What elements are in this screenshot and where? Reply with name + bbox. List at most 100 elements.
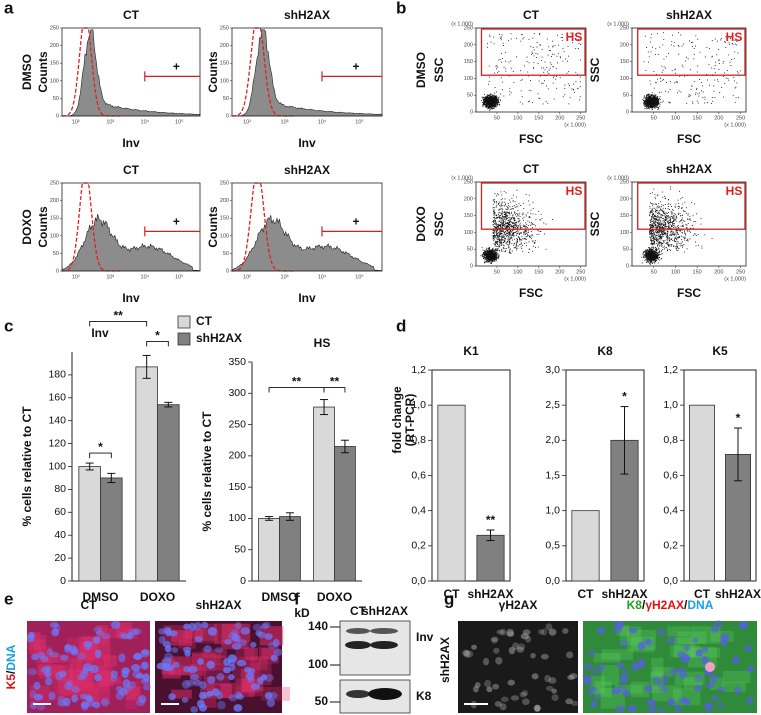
event <box>564 58 566 60</box>
event <box>492 98 494 100</box>
event <box>737 71 738 73</box>
event <box>504 241 505 243</box>
event <box>680 34 682 36</box>
event <box>500 213 502 215</box>
event <box>519 232 521 234</box>
event <box>508 245 510 247</box>
event <box>556 55 558 57</box>
event <box>721 86 723 88</box>
event <box>483 99 485 101</box>
event <box>653 104 655 106</box>
event <box>704 56 706 58</box>
event <box>649 260 651 262</box>
event <box>497 235 499 237</box>
event <box>512 214 514 216</box>
event <box>491 96 493 98</box>
y-axis-label: Counts <box>206 51 220 93</box>
event <box>718 63 720 64</box>
event <box>509 223 511 225</box>
event <box>516 242 518 244</box>
event <box>508 229 510 231</box>
event <box>490 95 492 97</box>
event <box>651 251 652 253</box>
event <box>516 240 518 242</box>
event <box>523 208 525 210</box>
event <box>525 245 527 247</box>
event <box>686 230 688 232</box>
event <box>517 247 519 249</box>
event <box>564 87 566 89</box>
event <box>508 232 509 233</box>
event <box>519 238 521 240</box>
event <box>650 37 652 39</box>
event <box>484 251 486 253</box>
event <box>650 83 652 85</box>
event <box>507 244 509 246</box>
event <box>557 44 559 46</box>
event <box>494 193 496 194</box>
event <box>512 227 514 229</box>
event <box>652 253 654 255</box>
event <box>489 106 491 108</box>
event <box>652 257 654 259</box>
event <box>564 84 566 86</box>
event <box>647 103 649 104</box>
event <box>496 227 497 228</box>
event <box>649 103 651 105</box>
event <box>526 223 528 225</box>
event <box>695 92 697 94</box>
event <box>676 233 678 235</box>
event <box>651 260 653 262</box>
event <box>486 253 488 255</box>
event <box>523 225 525 227</box>
event <box>525 230 527 232</box>
event <box>495 241 497 243</box>
event <box>541 48 543 50</box>
event <box>646 255 648 257</box>
event <box>546 38 548 40</box>
event <box>536 234 538 236</box>
event <box>656 258 657 260</box>
event <box>489 255 491 257</box>
event <box>522 218 524 220</box>
event <box>495 101 497 103</box>
x-tick-label: 10⁵ <box>355 118 363 125</box>
event <box>684 232 686 234</box>
event <box>497 72 498 74</box>
event <box>658 103 660 105</box>
event <box>648 107 650 108</box>
event <box>507 238 509 240</box>
event <box>490 105 492 107</box>
event <box>521 96 523 98</box>
event <box>514 211 516 213</box>
event <box>487 107 489 108</box>
event <box>657 241 659 243</box>
panel-label: c <box>4 316 13 335</box>
event <box>655 105 657 107</box>
event <box>522 250 524 252</box>
event <box>497 99 499 101</box>
event <box>647 101 649 103</box>
event <box>502 220 504 222</box>
event <box>489 254 491 256</box>
event <box>504 204 506 206</box>
event <box>654 93 656 95</box>
event <box>647 97 648 99</box>
event <box>498 235 500 237</box>
axis-scale: (x 1,000) <box>564 122 586 128</box>
event <box>535 225 536 227</box>
event <box>529 100 530 102</box>
event <box>663 79 665 81</box>
x-tick-label: 200 <box>555 269 564 275</box>
y-tick-label: 200 <box>220 43 229 49</box>
event <box>522 212 524 214</box>
event <box>654 258 656 259</box>
event <box>523 216 525 218</box>
event <box>647 251 649 253</box>
event <box>487 104 489 106</box>
event <box>509 214 511 216</box>
event <box>681 222 683 224</box>
event <box>671 225 673 227</box>
event <box>495 102 497 104</box>
y-axis-label: Counts <box>36 206 50 248</box>
